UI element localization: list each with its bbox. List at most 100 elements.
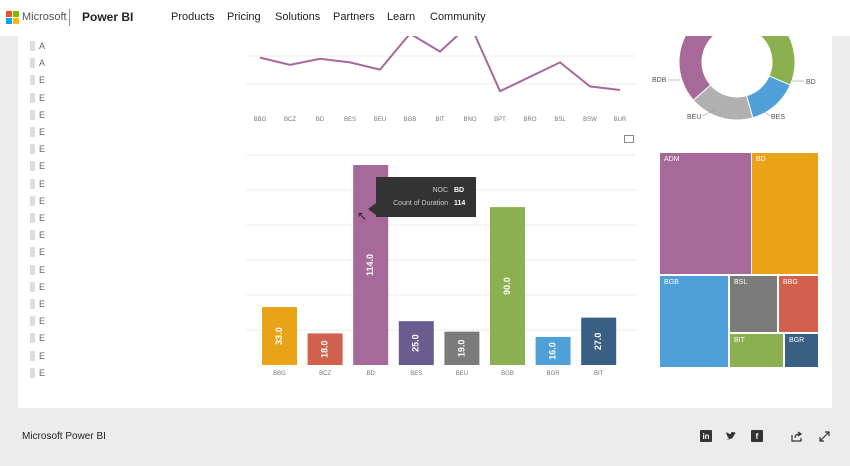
treemap-cell[interactable]: BIT bbox=[729, 333, 784, 368]
slicer-checkbox[interactable] bbox=[30, 127, 35, 137]
slicer-checkbox[interactable] bbox=[30, 350, 35, 361]
slicer-item[interactable]: E bbox=[30, 315, 50, 327]
slicer-checkbox[interactable] bbox=[30, 247, 35, 258]
slicer-checkbox[interactable] bbox=[30, 178, 35, 189]
donut-slice[interactable] bbox=[759, 36, 796, 86]
x-tick-label: BUR bbox=[614, 117, 627, 123]
slicer-item-label: E bbox=[39, 75, 46, 86]
slicer-item[interactable]: E bbox=[30, 92, 50, 104]
nav-partners[interactable]: Partners bbox=[333, 11, 375, 23]
slicer-checkbox[interactable] bbox=[30, 195, 35, 206]
report-title[interactable]: Microsoft Power BI bbox=[22, 431, 106, 442]
x-tick-label: BD bbox=[316, 117, 325, 123]
slicer-checkbox[interactable] bbox=[30, 58, 35, 69]
slicer-item[interactable]: E bbox=[30, 212, 50, 224]
frame-left bbox=[0, 36, 18, 466]
bar[interactable] bbox=[444, 331, 480, 365]
nav-community[interactable]: Community bbox=[430, 11, 486, 23]
slicer-item[interactable]: E bbox=[30, 229, 50, 241]
x-tick-label: BIT bbox=[594, 371, 604, 377]
slicer-checkbox[interactable] bbox=[30, 299, 35, 309]
top-nav: Microsoft Power BI Products Pricing Solu… bbox=[0, 0, 850, 36]
slicer-item-label: E bbox=[39, 195, 46, 206]
linkedin-icon[interactable]: in bbox=[700, 430, 712, 442]
x-tick-label: BIT bbox=[435, 117, 445, 123]
line-series[interactable] bbox=[259, 36, 621, 93]
bar[interactable] bbox=[262, 307, 297, 365]
slicer-item[interactable]: A bbox=[30, 57, 50, 69]
donut-slice[interactable] bbox=[678, 36, 715, 101]
microsoft-wordmark[interactable]: Microsoft bbox=[22, 11, 67, 23]
twitter-icon[interactable] bbox=[725, 430, 737, 442]
slicer-item[interactable]: E bbox=[30, 298, 50, 310]
slicer-item[interactable]: E bbox=[30, 281, 50, 293]
tooltip-value: 114 bbox=[454, 200, 466, 207]
slicer-checkbox[interactable] bbox=[30, 144, 35, 155]
tooltip-key: Count of Duration bbox=[393, 200, 448, 207]
treemap-cell[interactable]: BGB bbox=[659, 275, 729, 368]
bar-data-label: 114.0 bbox=[365, 254, 375, 276]
x-tick-label: BSL bbox=[554, 117, 566, 123]
bar[interactable] bbox=[535, 336, 571, 365]
slicer-checkbox[interactable] bbox=[30, 230, 35, 241]
slicer-checkbox[interactable] bbox=[30, 109, 35, 120]
x-tick-label: BES bbox=[344, 117, 356, 123]
treemap-cell[interactable]: BSL bbox=[729, 275, 778, 333]
x-tick-label: BCZ bbox=[284, 117, 296, 123]
nav-solutions[interactable]: Solutions bbox=[275, 11, 321, 23]
tooltip-key: NOC bbox=[432, 187, 448, 194]
frame-right-scrollbar[interactable] bbox=[832, 36, 850, 466]
slicer-checkbox[interactable] bbox=[30, 92, 35, 103]
slicer-item[interactable]: E bbox=[30, 367, 50, 379]
power-bi-brand[interactable]: Power BI bbox=[82, 10, 134, 24]
bar[interactable] bbox=[307, 333, 343, 365]
leader-line bbox=[701, 109, 716, 117]
slicer-item[interactable]: E bbox=[30, 264, 50, 276]
slicer-checkbox[interactable] bbox=[30, 75, 35, 86]
slicer-item[interactable]: E bbox=[30, 109, 50, 121]
treemap-cell[interactable]: ADM bbox=[659, 152, 752, 275]
treemap-cell[interactable]: BBG bbox=[778, 275, 819, 333]
share-icon[interactable] bbox=[791, 430, 803, 442]
slicer-item[interactable]: E bbox=[30, 160, 50, 172]
slicer-item-label: E bbox=[39, 144, 46, 155]
tooltip-row: NOC BD bbox=[384, 184, 468, 197]
donut-slice[interactable] bbox=[745, 75, 791, 119]
focus-mode-icon[interactable] bbox=[624, 135, 634, 143]
slicer-item[interactable]: E bbox=[30, 74, 50, 86]
bar[interactable] bbox=[398, 321, 434, 365]
chart-tooltip: NOC BD Count of Duration 114 bbox=[376, 177, 476, 217]
slicer-item[interactable]: E bbox=[30, 143, 50, 155]
nav-pricing[interactable]: Pricing bbox=[227, 11, 261, 23]
slicer-item[interactable]: E bbox=[30, 195, 50, 207]
slicer-item[interactable]: E bbox=[30, 332, 50, 344]
x-tick-label: BBG bbox=[254, 117, 267, 123]
fullscreen-icon[interactable] bbox=[818, 430, 830, 442]
slicer-item[interactable]: A bbox=[30, 40, 50, 52]
bar[interactable] bbox=[490, 207, 525, 365]
slicer-item[interactable]: E bbox=[30, 350, 50, 362]
nav-products[interactable]: Products bbox=[171, 11, 215, 23]
slicer-checkbox[interactable] bbox=[30, 333, 35, 344]
microsoft-logo-icon[interactable] bbox=[6, 11, 19, 24]
slicer-checkbox[interactable] bbox=[30, 316, 35, 327]
treemap-cell[interactable]: BGR bbox=[784, 333, 819, 368]
bar-data-label: 19.0 bbox=[456, 340, 466, 358]
slicer-checkbox[interactable] bbox=[30, 161, 35, 172]
bar-data-label: 16.0 bbox=[547, 342, 557, 360]
x-tick-label: BRO bbox=[523, 117, 536, 123]
nav-learn[interactable]: Learn bbox=[387, 11, 416, 23]
facebook-icon[interactable]: f bbox=[751, 430, 763, 442]
slicer-checkbox[interactable] bbox=[30, 41, 35, 51]
slicer-checkbox[interactable] bbox=[30, 213, 35, 223]
bar[interactable] bbox=[581, 317, 617, 365]
treemap-cell[interactable]: BD bbox=[751, 152, 819, 275]
slicer-checkbox[interactable] bbox=[30, 281, 35, 292]
slicer-item[interactable]: E bbox=[30, 126, 50, 138]
bar-data-label: 18.0 bbox=[319, 340, 329, 358]
slicer-item[interactable]: E bbox=[30, 178, 50, 190]
slicer-item-label: E bbox=[39, 281, 46, 292]
slicer-item[interactable]: E bbox=[30, 246, 50, 258]
slicer-checkbox[interactable] bbox=[30, 367, 35, 378]
slicer-checkbox[interactable] bbox=[30, 264, 35, 275]
